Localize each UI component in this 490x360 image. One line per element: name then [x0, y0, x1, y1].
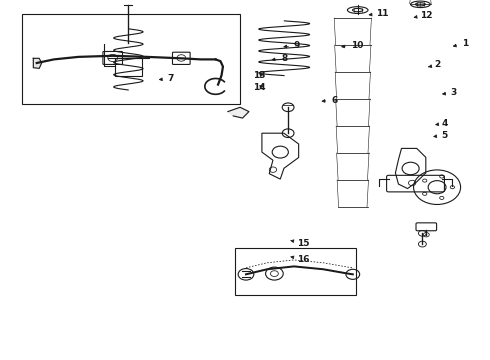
Polygon shape [33, 58, 42, 68]
Text: 10: 10 [342, 40, 363, 49]
Text: 5: 5 [434, 130, 447, 139]
Bar [115, 58, 142, 76]
Text: 11: 11 [369, 9, 389, 18]
Text: 12: 12 [414, 10, 433, 19]
Text: 14: 14 [253, 83, 266, 91]
Bar [235, 248, 356, 295]
Bar [22, 14, 240, 104]
Text: 2: 2 [429, 60, 441, 69]
Text: 3: 3 [442, 88, 457, 97]
Text: 8: 8 [272, 54, 288, 63]
Text: 1: 1 [453, 40, 468, 49]
Text: 7: 7 [159, 74, 174, 83]
Text: 15: 15 [291, 238, 310, 248]
Text: 16: 16 [291, 255, 310, 264]
Text: 6: 6 [322, 95, 338, 104]
Text: 9: 9 [284, 41, 300, 50]
Text: 13: 13 [253, 71, 266, 80]
Polygon shape [228, 107, 249, 118]
Text: 4: 4 [436, 118, 448, 127]
